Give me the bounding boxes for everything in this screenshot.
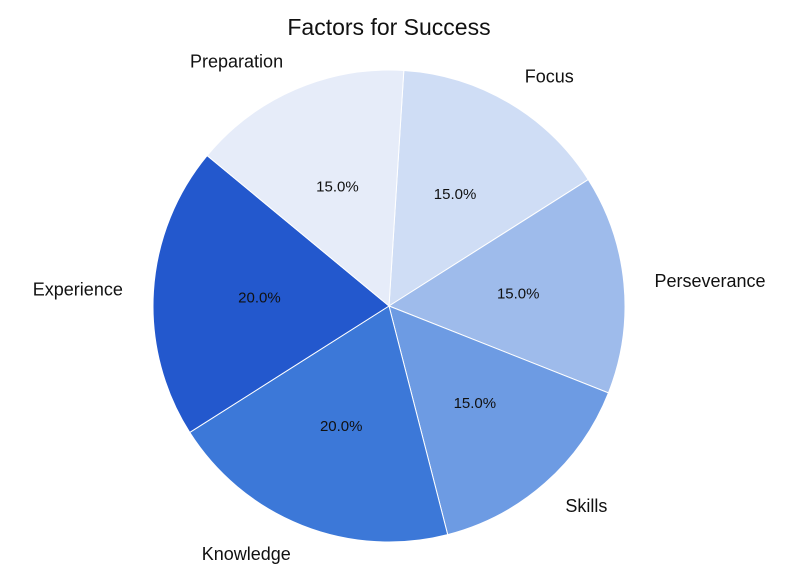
pie-slice-knowledge: [189, 305, 449, 543]
pie-slice-experience: [152, 154, 390, 434]
percentage-label-perseverance: 15.0%: [497, 285, 540, 302]
percentage-label-focus: 15.0%: [434, 186, 477, 203]
category-label-focus: Focus: [525, 66, 574, 86]
pie-slice-focus: [388, 69, 589, 307]
pie-slice-skills: [388, 305, 610, 536]
percentage-label-skills: 15.0%: [454, 395, 497, 412]
category-label-perseverance: Perseverance: [654, 271, 765, 291]
percentage-labels: 15.0% 15.0% 15.0% 20.0% 20.0% 15.0%: [238, 178, 539, 435]
category-label-skills: Skills: [565, 496, 607, 516]
category-labels: Focus Perseverance Skills Knowledge Experien…: [33, 51, 766, 564]
category-label-experience: Experience: [33, 279, 123, 299]
percentage-label-knowledge: 20.0%: [320, 418, 363, 435]
chart-title: Factors for Success: [287, 14, 490, 40]
pie-slice-perseverance: [387, 178, 626, 394]
category-label-preparation: Preparation: [190, 51, 283, 71]
percentage-label-experience: 20.0%: [238, 289, 281, 306]
percentage-label-preparation: 15.0%: [316, 178, 359, 195]
category-label-knowledge: Knowledge: [202, 544, 291, 564]
pie-slices: [152, 69, 626, 543]
pie-slice-preparation: [206, 69, 405, 308]
